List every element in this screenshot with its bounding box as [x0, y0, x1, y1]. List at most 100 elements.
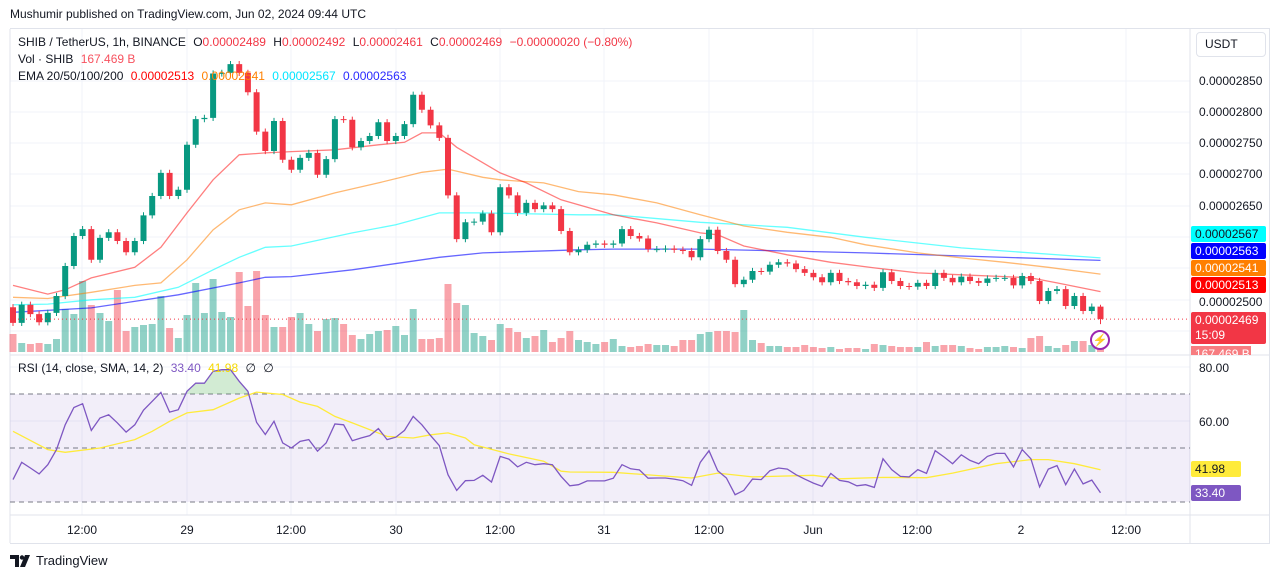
candle-body — [288, 159, 295, 170]
volume-bar — [992, 347, 1000, 352]
volume-bar — [61, 309, 69, 352]
candle-body — [610, 243, 617, 245]
candle-body — [114, 232, 121, 241]
candle-body — [392, 136, 399, 141]
volume-bar — [96, 313, 104, 352]
volume-bar — [366, 334, 374, 352]
candle-body — [244, 72, 251, 93]
price-tick: 0.00002500 — [1199, 295, 1263, 309]
rsi-ma-axis-label: 41.98 — [1191, 461, 1241, 477]
ema50-value: 0.00002541 — [201, 69, 265, 83]
candle-body — [836, 272, 843, 281]
candle-body — [592, 243, 599, 245]
candle-body — [880, 272, 886, 288]
candle-body — [845, 281, 852, 283]
candle-body — [940, 272, 947, 278]
tradingview-logo-text: TradingView — [36, 553, 108, 568]
volume-bar — [340, 324, 348, 352]
volume-bar — [383, 330, 391, 352]
candle-body — [540, 205, 547, 210]
candle-body — [97, 237, 103, 260]
rsi-label[interactable]: RSI (14, close, SMA, 14, 2) — [18, 361, 164, 375]
ema20-price-label: 0.00002513 — [1191, 277, 1266, 293]
candle-body — [1071, 296, 1078, 306]
tradingview-logo[interactable]: TradingView — [10, 553, 108, 568]
ema200-value: 0.00002563 — [343, 69, 407, 83]
ema-label[interactable]: EMA 20/50/100/200 — [18, 69, 124, 83]
candle-body — [1097, 306, 1104, 320]
lightning-icon[interactable]: ⚡ — [1090, 330, 1110, 350]
volume-bar — [1062, 345, 1070, 352]
candle-body — [210, 73, 217, 118]
volume-bar — [113, 290, 121, 352]
change-value: −0.00000020 (−0.80%) — [509, 35, 633, 49]
tradingview-logo-icon — [10, 554, 30, 567]
candle-body — [819, 277, 826, 283]
candle-body — [218, 72, 225, 74]
candle-body — [227, 64, 234, 73]
volume-bar — [714, 331, 722, 352]
candle-body — [514, 195, 521, 213]
volume-bar — [809, 347, 817, 352]
candle-body — [262, 131, 269, 151]
candle-body — [331, 119, 338, 160]
candle-body — [479, 213, 486, 222]
rsi-na-1: ∅ — [245, 361, 256, 375]
candle-body — [70, 236, 77, 266]
volume-bar — [401, 335, 408, 352]
candle-body — [1010, 277, 1017, 286]
chart-frame — [10, 28, 1270, 544]
rsi-legend: RSI (14, close, SMA, 14, 2) 33.40 41.98 … — [18, 361, 278, 375]
candle-body — [558, 209, 565, 231]
currency-button[interactable]: USDT — [1196, 32, 1266, 57]
volume-bar — [409, 309, 417, 352]
candle-body — [36, 314, 43, 323]
volume-bar — [218, 312, 226, 352]
candle-body — [471, 221, 478, 223]
volume-bar — [635, 346, 643, 352]
volume-bar — [79, 281, 87, 352]
volume-bar — [566, 331, 574, 352]
volume-bar — [940, 345, 948, 352]
volume-bar — [1088, 345, 1096, 352]
candle-body — [10, 307, 16, 323]
volume-value: 167.469 B — [80, 52, 136, 66]
volume-bar — [540, 330, 548, 352]
volume-bar — [662, 345, 669, 352]
volume-bar — [844, 348, 852, 352]
candle-body — [157, 172, 164, 196]
volume-bar — [888, 346, 896, 352]
volume-bar — [583, 342, 591, 352]
candle-body — [914, 282, 921, 287]
candle-body — [827, 272, 834, 283]
candle-body — [340, 119, 347, 121]
candle-body — [740, 279, 747, 285]
candle-body — [862, 284, 869, 286]
published-by-text: Mushumir published on TradingView.com, J… — [10, 7, 366, 21]
candle-body — [758, 271, 765, 272]
time-label: 12:00 — [693, 523, 725, 537]
candle-body — [123, 241, 130, 253]
volume-bar — [557, 338, 565, 352]
symbol-name[interactable]: SHIB / TetherUS, 1h, BINANCE — [18, 35, 186, 49]
volume-bar — [44, 344, 52, 352]
volume-bar — [879, 345, 887, 352]
high-label: H — [273, 35, 282, 49]
candle-body — [984, 278, 991, 283]
time-label: Jun — [803, 523, 823, 537]
volume-bar — [227, 317, 234, 352]
volume-bar — [505, 328, 513, 352]
candle-body — [532, 202, 538, 210]
candle-body — [784, 262, 791, 264]
candle-body — [1080, 296, 1087, 311]
time-label: 12:00 — [484, 523, 516, 537]
candle-body — [697, 239, 704, 258]
volume-bar — [749, 340, 756, 352]
volume-bar — [923, 342, 930, 352]
candle-body — [1027, 276, 1034, 281]
volume-bar — [862, 349, 870, 352]
candle-body — [949, 277, 956, 283]
volume-label[interactable]: Vol · SHIB — [18, 52, 74, 66]
candle-body — [853, 282, 860, 286]
